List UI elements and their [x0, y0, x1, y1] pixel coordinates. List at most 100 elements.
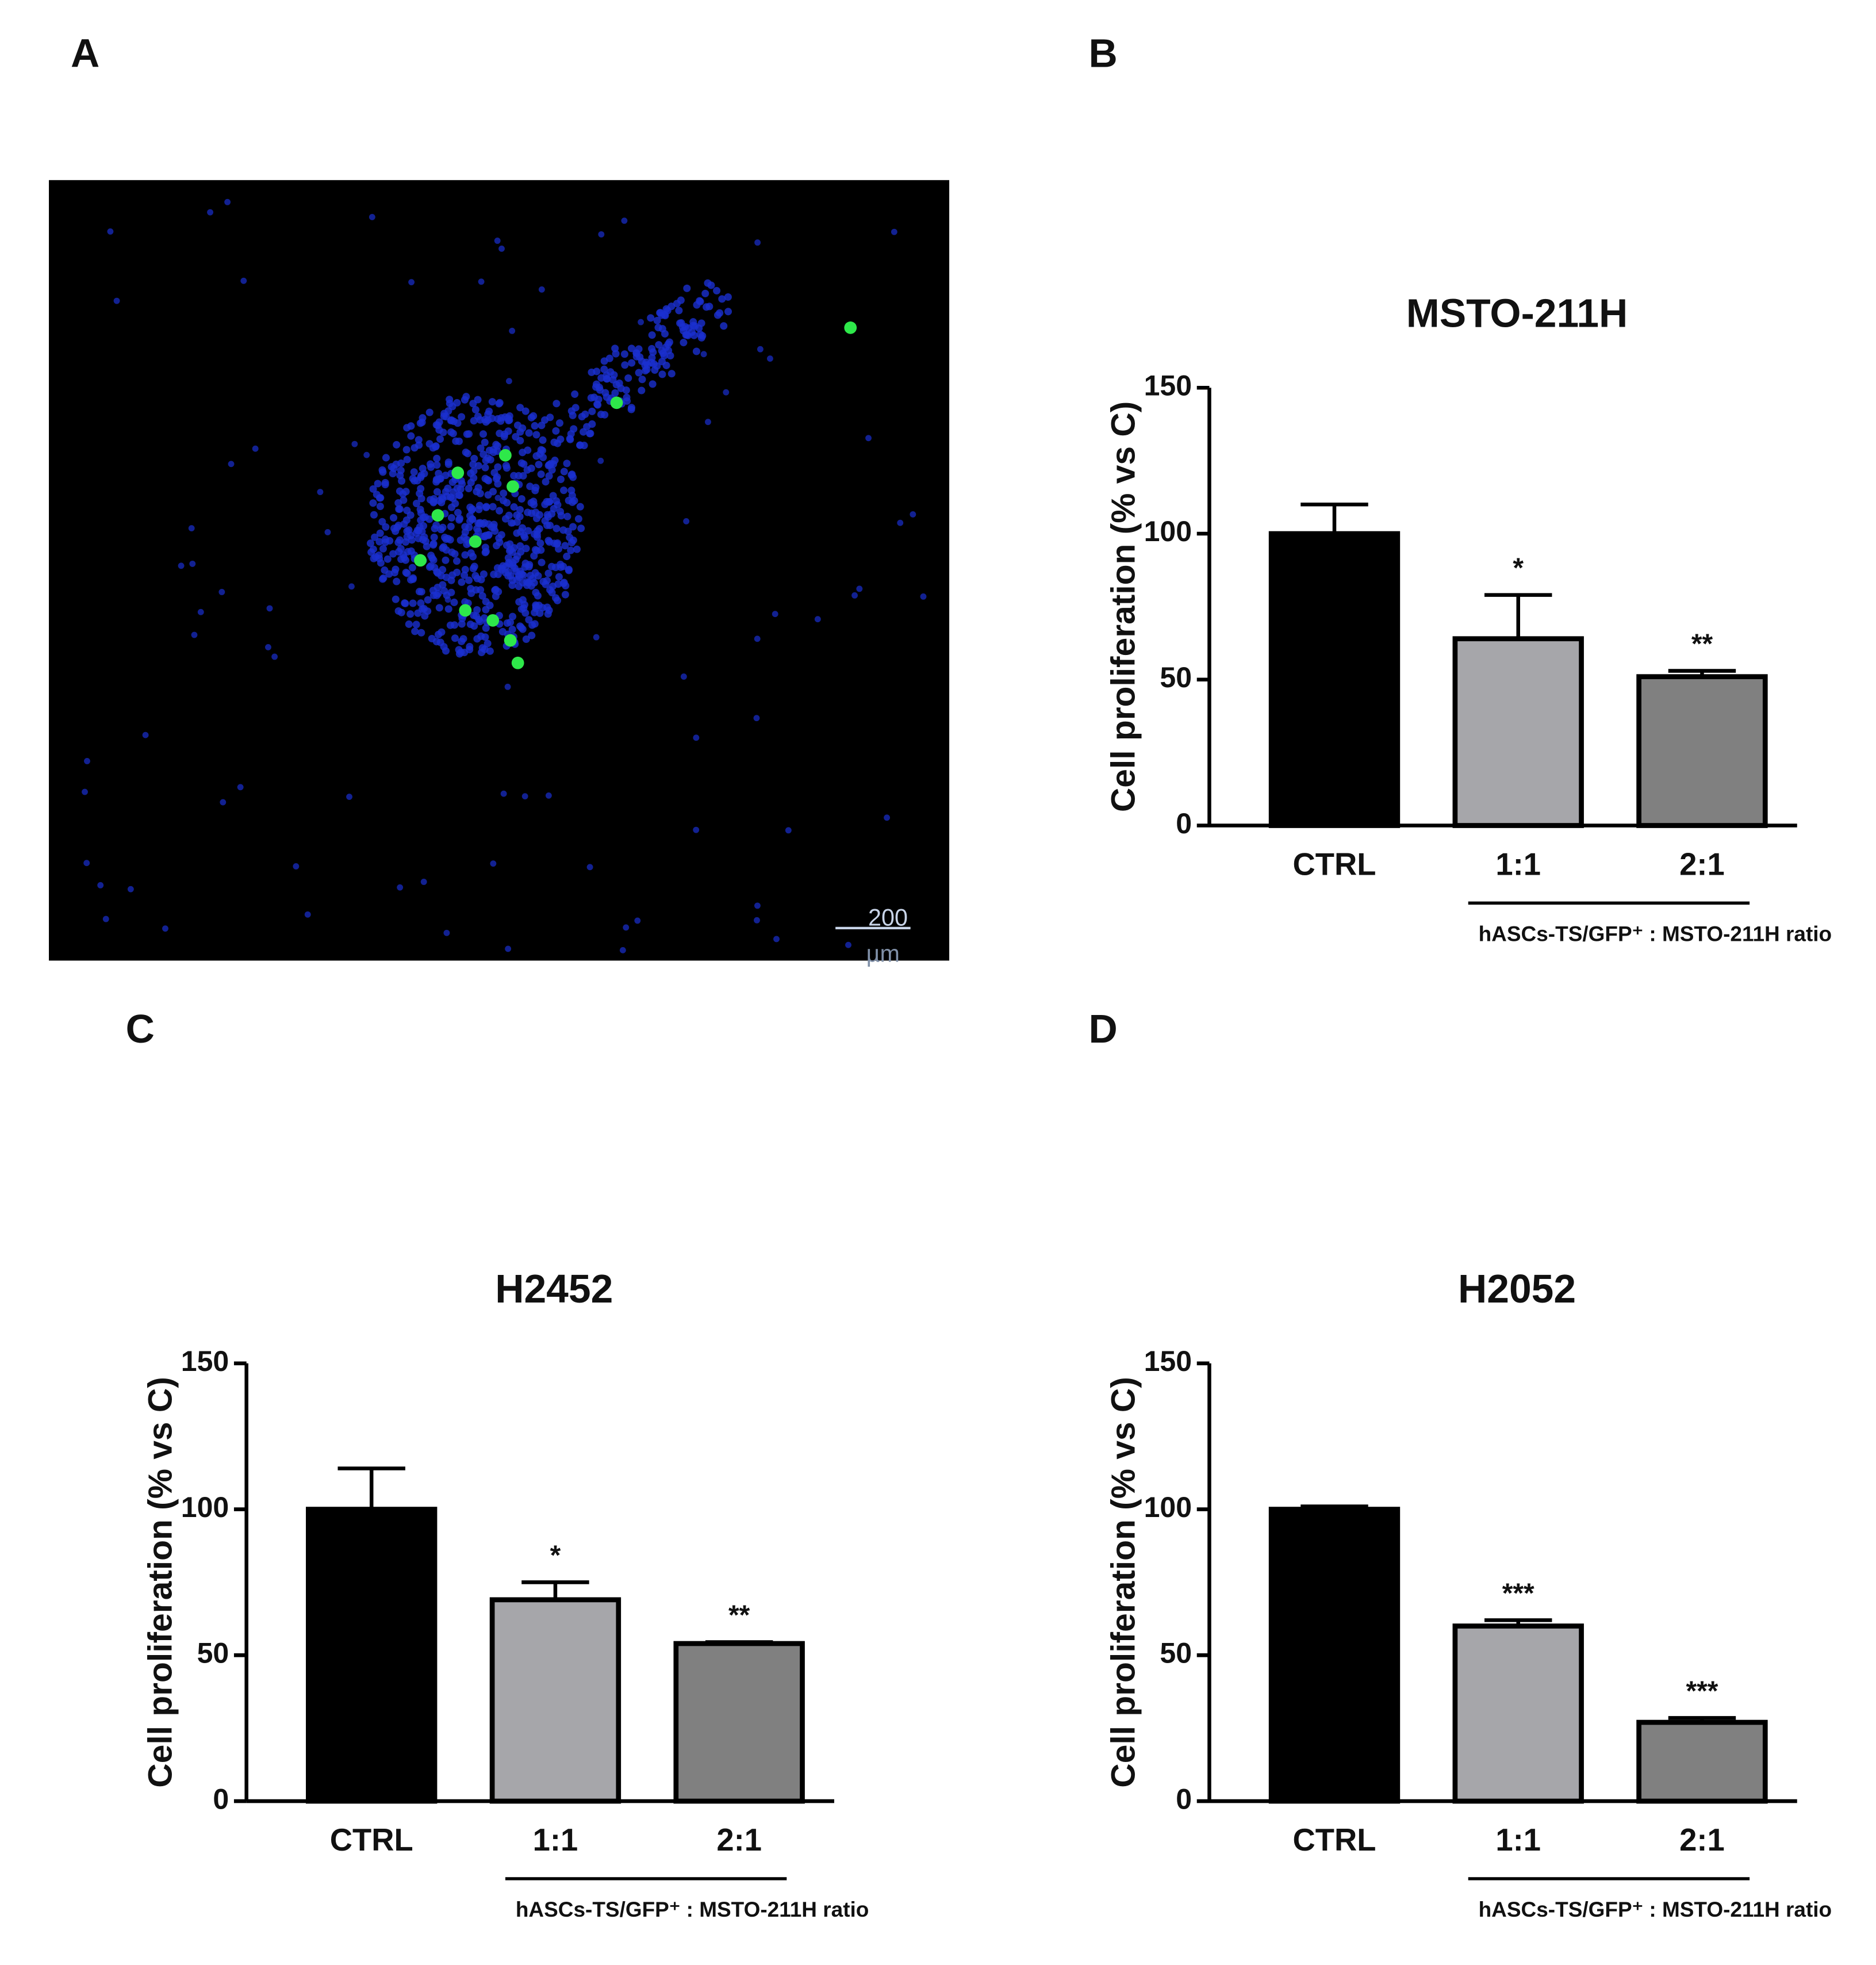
- nucleus: [500, 432, 508, 441]
- nucleus: [557, 476, 565, 484]
- nucleus: [439, 544, 447, 552]
- nucleus: [415, 534, 423, 542]
- nucleus: [377, 559, 385, 567]
- nucleus: [460, 533, 468, 541]
- nucleus: [713, 287, 721, 295]
- nucleus: [549, 492, 557, 500]
- nucleus: [682, 331, 690, 339]
- nucleus: [439, 428, 447, 436]
- nucleus: [620, 350, 628, 358]
- nucleus: [505, 416, 513, 424]
- nucleus: [224, 198, 231, 205]
- nucleus: [635, 369, 643, 377]
- nucleus: [379, 575, 387, 583]
- nucleus: [399, 490, 407, 498]
- nucleus: [469, 400, 477, 408]
- nucleus: [439, 581, 447, 589]
- nucleus: [484, 639, 492, 648]
- nucleus: [409, 474, 417, 482]
- nucleus: [566, 435, 574, 443]
- gfp-cell: [507, 480, 519, 493]
- nucleus: [628, 359, 636, 367]
- nucleus: [569, 523, 577, 531]
- nucleus: [458, 614, 466, 623]
- nucleus: [478, 592, 486, 600]
- nucleus: [607, 368, 615, 376]
- nucleus: [481, 464, 489, 472]
- nucleus: [541, 416, 549, 424]
- nucleus: [557, 508, 565, 516]
- nucleus: [570, 425, 578, 433]
- nucleus: [401, 599, 409, 607]
- nucleus: [428, 554, 436, 562]
- nucleus: [539, 436, 547, 444]
- gfp-cell: [844, 321, 857, 334]
- nucleus: [814, 616, 821, 623]
- nucleus: [532, 514, 541, 523]
- nucleus: [492, 475, 500, 483]
- nucleus: [421, 612, 429, 620]
- nucleus: [658, 370, 666, 378]
- nucleus: [546, 461, 554, 469]
- nucleus: [662, 361, 670, 369]
- nucleus: [447, 576, 455, 584]
- nucleus: [548, 588, 556, 597]
- nucleus: [458, 620, 466, 628]
- nucleus: [621, 217, 628, 224]
- nucleus: [494, 463, 502, 471]
- nucleus: [554, 596, 562, 604]
- nucleus: [240, 277, 247, 284]
- nucleus: [521, 407, 530, 415]
- nucleus: [697, 334, 705, 342]
- nucleus: [465, 430, 473, 438]
- nucleus: [458, 578, 466, 586]
- nucleus: [537, 470, 545, 478]
- nucleus: [381, 535, 389, 543]
- nucleus: [693, 734, 700, 741]
- nucleus: [492, 592, 500, 600]
- nucleus: [569, 411, 577, 419]
- nucleus: [468, 515, 477, 523]
- nucleus: [517, 495, 525, 503]
- panel-label: C: [126, 1006, 155, 1051]
- nucleus: [390, 514, 398, 522]
- nucleus: [371, 553, 379, 561]
- nucleus: [375, 538, 383, 546]
- nucleus: [389, 550, 397, 558]
- nucleus: [447, 588, 455, 596]
- nucleus: [417, 629, 425, 637]
- nucleus: [700, 351, 707, 358]
- nucleus: [458, 637, 466, 645]
- nucleus: [479, 570, 488, 578]
- nucleus: [705, 419, 711, 426]
- nucleus: [845, 941, 851, 948]
- nucleus: [476, 489, 484, 497]
- nucleus: [411, 627, 419, 635]
- nucleus: [486, 455, 494, 464]
- nucleus: [612, 381, 620, 389]
- nucleus: [527, 413, 535, 422]
- nucleus: [324, 528, 331, 535]
- nucleus: [378, 466, 386, 474]
- nucleus: [548, 510, 556, 518]
- nucleus: [526, 482, 534, 491]
- nucleus: [518, 524, 527, 532]
- nucleus: [431, 524, 439, 533]
- y-axis-label: Cell proliferation (% vs C): [141, 1377, 179, 1788]
- nucleus: [560, 579, 568, 587]
- nucleus: [107, 228, 114, 235]
- nucleus: [766, 355, 773, 362]
- y-tick-label: 100: [1144, 515, 1192, 547]
- nucleus: [402, 446, 411, 454]
- nucleus: [293, 863, 300, 869]
- nucleus: [403, 569, 411, 577]
- nucleus: [465, 484, 473, 493]
- gfp-cell: [431, 509, 444, 522]
- nucleus: [397, 884, 404, 891]
- nucleus: [433, 461, 441, 469]
- nucleus: [754, 239, 761, 246]
- nucleus: [469, 505, 477, 513]
- bar: [489, 1597, 622, 1804]
- nucleus: [532, 452, 540, 460]
- nucleus: [369, 214, 375, 220]
